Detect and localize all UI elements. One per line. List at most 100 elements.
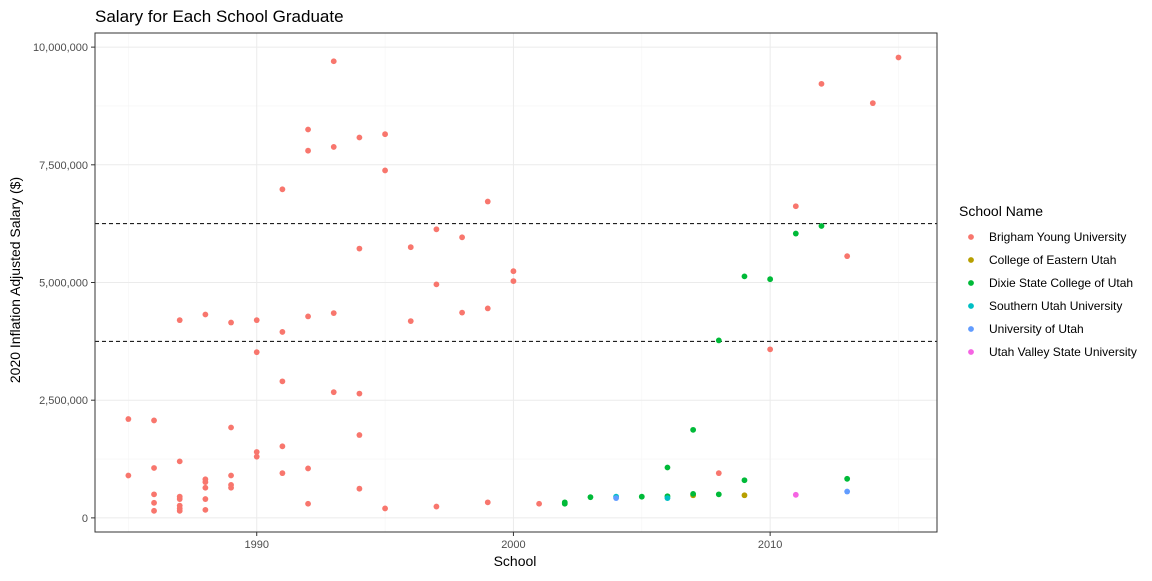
legend-item: Dixie State College of Utah [968, 276, 1133, 290]
x-axis: 1990 2000 2010 [244, 532, 782, 551]
legend-label: Brigham Young University [989, 230, 1126, 244]
data-point [715, 491, 722, 498]
data-point [151, 417, 157, 424]
data-point [407, 244, 414, 251]
data-point [330, 58, 337, 65]
data-point [279, 329, 286, 335]
data-point [305, 147, 311, 154]
data-point [356, 390, 363, 397]
data-point [459, 309, 465, 316]
data-point [767, 346, 774, 353]
data-point [202, 496, 209, 502]
data-point [330, 310, 337, 316]
data-point [869, 100, 876, 107]
data-point [228, 319, 234, 326]
data-point [356, 432, 363, 438]
legend-title: School Name [959, 203, 1043, 219]
y-tick-label: 10,000,000 [33, 42, 88, 54]
legend-key [968, 349, 974, 355]
data-point [202, 311, 209, 318]
legend-key [968, 303, 974, 309]
data-point [202, 506, 209, 513]
series-group [561, 223, 851, 507]
data-point [176, 507, 183, 514]
data-point [305, 500, 311, 507]
data-point [715, 337, 722, 344]
data-point [407, 318, 414, 325]
data-point [330, 389, 337, 396]
data-point [279, 443, 286, 450]
legend-key [968, 280, 974, 286]
data-point [253, 449, 260, 455]
data-point [690, 426, 697, 433]
data-point [792, 230, 799, 237]
data-point [844, 475, 851, 482]
data-point [356, 245, 363, 252]
legend-label: University of Utah [989, 322, 1084, 336]
data-point [305, 126, 311, 133]
data-point [151, 507, 157, 514]
data-point [279, 470, 286, 477]
data-point [510, 278, 517, 284]
data-point [459, 234, 465, 241]
legend-item: Brigham Young University [968, 230, 1126, 244]
x-tick-label: 2010 [758, 539, 782, 551]
data-point [844, 253, 851, 260]
data-point [741, 273, 748, 280]
data-point [176, 458, 183, 465]
data-point [587, 494, 594, 501]
y-tick-label: 5,000,000 [39, 278, 88, 290]
data-point [433, 503, 440, 510]
data-point [792, 203, 799, 210]
legend-label: College of Eastern Utah [989, 253, 1116, 267]
data-point [536, 500, 543, 507]
data-point [176, 317, 183, 324]
data-point [202, 484, 209, 491]
data-point [151, 499, 157, 506]
data-point [151, 465, 157, 471]
data-point [484, 198, 491, 205]
legend: School Name Brigham Young University Coll… [959, 203, 1137, 359]
data-point [484, 305, 491, 312]
chart-title: Salary for Each School Graduate [95, 7, 344, 26]
data-point [176, 496, 183, 502]
x-axis-title: School [494, 553, 537, 569]
data-point [382, 505, 388, 512]
data-point [895, 54, 902, 61]
data-point [561, 500, 568, 507]
data-point [818, 223, 825, 229]
data-point [433, 226, 440, 233]
data-point [202, 479, 209, 485]
data-point [613, 495, 620, 502]
legend-item: University of Utah [968, 322, 1084, 336]
data-point [638, 493, 645, 500]
data-point [484, 499, 491, 506]
data-point [741, 492, 748, 499]
legend-key [968, 326, 974, 332]
data-point [151, 491, 157, 498]
data-point [228, 472, 234, 479]
y-tick-label: 7,500,000 [39, 160, 88, 172]
legend-label: Dixie State College of Utah [989, 276, 1133, 290]
x-tick-label: 1990 [244, 539, 268, 551]
legend-item: Utah Valley State University [968, 345, 1137, 359]
legend-key [968, 234, 974, 240]
data-point [253, 349, 260, 356]
y-tick-label: 2,500,000 [39, 395, 88, 407]
series-group [613, 488, 851, 502]
series-group [125, 54, 902, 514]
legend-label: Utah Valley State University [989, 345, 1137, 359]
grid-lines [95, 33, 937, 532]
data-point [664, 495, 671, 502]
data-point [715, 470, 722, 477]
data-point [356, 485, 363, 492]
y-axis: 0 2,500,000 5,000,000 7,500,000 10,000,000 [33, 42, 95, 525]
data-point [279, 378, 286, 385]
data-point [279, 186, 286, 193]
data-point [125, 416, 132, 422]
data-point [690, 490, 697, 497]
data-point [510, 268, 517, 275]
legend-label: Southern Utah University [989, 299, 1122, 313]
